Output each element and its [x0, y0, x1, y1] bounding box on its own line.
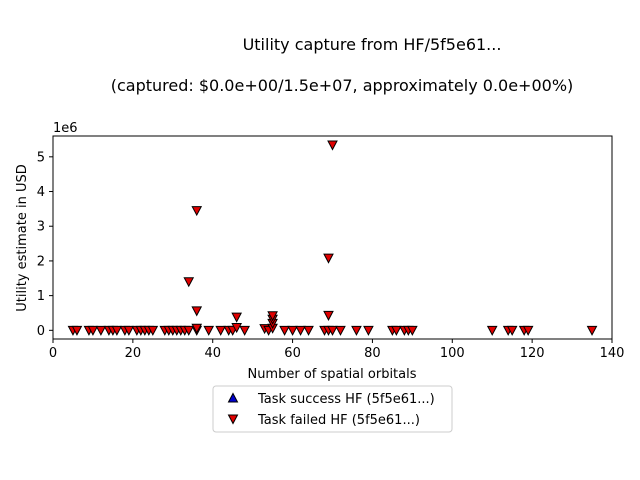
- y-tick-label: 1: [37, 289, 45, 304]
- failed-point: [215, 325, 227, 336]
- failed-point: [335, 325, 346, 336]
- legend: Task success HF (5f5e61...) Task failed …: [212, 385, 453, 433]
- failed-point: [363, 325, 374, 336]
- chart-subtitle: (captured: $0.0e+00/1.5e+07, approximate…: [111, 76, 574, 95]
- failed-point: [486, 325, 498, 336]
- failed-point: [191, 206, 203, 217]
- x-axis-label: Number of spatial orbitals: [247, 367, 416, 382]
- x-tick-label: 0: [49, 346, 57, 361]
- failed-point: [71, 325, 83, 336]
- y-tick-label: 4: [37, 185, 45, 200]
- y-tick-label: 2: [37, 254, 45, 269]
- failed-point: [95, 325, 107, 336]
- failed-point: [191, 323, 203, 334]
- legend-marker-failed: [227, 414, 239, 425]
- failed-point: [586, 325, 598, 336]
- failed-point: [323, 310, 334, 321]
- data-points: [67, 140, 598, 336]
- failed-point: [111, 325, 123, 336]
- x-tick-label: 80: [364, 346, 381, 361]
- x-tick-label: 140: [600, 346, 625, 361]
- chart-title: Utility capture from HF/5f5e61...: [243, 35, 502, 54]
- x-tick-label: 40: [204, 346, 221, 361]
- x-tick-label: 120: [520, 346, 545, 361]
- y-offset-label: 1e6: [53, 121, 78, 136]
- failed-point: [183, 325, 195, 336]
- y-tick-label: 3: [37, 220, 45, 235]
- failed-point: [231, 312, 243, 323]
- failed-point: [295, 325, 306, 336]
- failed-point: [287, 325, 298, 336]
- x-tick-label: 20: [125, 346, 142, 361]
- failed-point: [123, 325, 135, 336]
- legend-frame: [212, 385, 453, 433]
- y-tick-label: 0: [37, 324, 45, 339]
- failed-point: [327, 325, 338, 336]
- y-tick-label: 5: [37, 150, 45, 165]
- failed-point: [303, 325, 314, 336]
- x-tick-label: 100: [440, 346, 465, 361]
- plot-area: [52, 135, 613, 340]
- failed-point: [191, 306, 203, 317]
- failed-point: [323, 253, 334, 264]
- failed-point: [351, 325, 362, 336]
- legend-label-success: Task success HF (5f5e61...): [257, 392, 435, 407]
- failed-point: [239, 325, 250, 336]
- failed-point: [391, 325, 402, 336]
- failed-point: [279, 325, 290, 336]
- failed-point: [522, 325, 534, 336]
- x-tick-label: 60: [284, 346, 301, 361]
- failed-point: [231, 323, 243, 334]
- failed-point: [327, 140, 338, 151]
- x-axis: 0 20 40 60 80 100 120 140: [49, 339, 625, 361]
- legend-marker-success: [227, 392, 239, 403]
- failed-point: [183, 277, 195, 288]
- legend-label-failed: Task failed HF (5f5e61...): [257, 413, 420, 428]
- failed-point: [87, 325, 99, 336]
- failed-point: [203, 325, 215, 336]
- failed-point: [407, 325, 418, 336]
- y-axis-label: Utility estimate in USD: [15, 164, 30, 311]
- failed-point: [506, 325, 518, 336]
- y-axis: 0 1 2 3 4 5: [37, 150, 53, 339]
- failed-point: [267, 311, 278, 322]
- failed-point: [147, 325, 159, 336]
